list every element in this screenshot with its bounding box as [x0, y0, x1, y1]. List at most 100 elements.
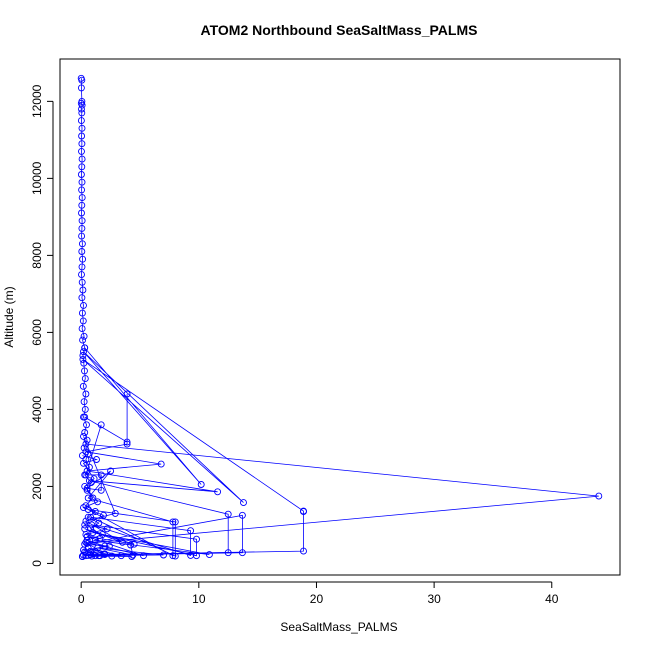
y-axis: 0 2000 4000 6000 8000 10000 12000: [30, 84, 54, 567]
data-point: [130, 540, 138, 548]
data-point: [123, 390, 131, 398]
plot-frame: [59, 58, 621, 576]
data-series: [82, 440, 603, 559]
y-axis-label: Altitude (m): [2, 286, 16, 347]
data-point: [169, 552, 177, 560]
data-point: [85, 477, 93, 485]
data-point: [123, 440, 131, 448]
data-point: [96, 534, 104, 542]
data-point: [89, 494, 97, 502]
data-point: [80, 348, 87, 356]
data-point: [93, 456, 100, 463]
y-tick-label: 8000: [30, 242, 44, 269]
data-point: [224, 510, 232, 518]
data-point: [79, 317, 87, 325]
data-point: [81, 367, 88, 375]
data-point: [80, 459, 87, 467]
data-point: [81, 413, 89, 421]
data-point: [157, 460, 165, 468]
data-point: [94, 498, 102, 506]
data-point: [84, 494, 92, 502]
data-series: [80, 432, 147, 560]
data-point: [83, 486, 91, 494]
data-point: [169, 518, 177, 526]
data-point: [300, 508, 307, 515]
data-point: [79, 352, 87, 359]
data-point: [171, 552, 179, 560]
data-point: [78, 224, 86, 232]
data-point: [105, 542, 113, 550]
data-point: [81, 521, 89, 529]
data-point: [238, 549, 246, 557]
data-point: [78, 163, 86, 171]
data-point: [97, 421, 105, 429]
data-point: [82, 390, 90, 398]
data-point: [300, 547, 307, 555]
y-tick-label: 10000: [30, 161, 44, 195]
y-tick-label: 4000: [30, 396, 44, 423]
data-point: [88, 521, 96, 529]
data-point: [187, 527, 195, 535]
data-point: [79, 255, 87, 263]
x-axis-label: SeaSaltMass_PALMS: [280, 620, 397, 634]
y-tick-label: 2000: [30, 473, 44, 500]
data-point: [78, 194, 86, 202]
data-series: [78, 452, 113, 560]
data-point: [108, 552, 116, 560]
data-point: [140, 552, 147, 560]
data-point: [78, 101, 86, 109]
data-point: [78, 186, 86, 194]
data-point: [78, 217, 86, 225]
series-line: [82, 347, 304, 556]
data-point: [78, 232, 86, 240]
data-point: [84, 544, 92, 552]
data-point: [78, 553, 86, 560]
data-point: [78, 271, 85, 279]
data-point: [80, 301, 87, 309]
x-tick-label: 20: [310, 592, 324, 606]
data-point: [80, 504, 87, 512]
data-point: [78, 278, 86, 286]
data-point: [81, 429, 89, 436]
y-tick-label: 0: [30, 560, 44, 567]
x-tick-label: 10: [192, 592, 206, 606]
data-point: [77, 117, 85, 125]
data-point: [79, 355, 87, 363]
data-point: [193, 535, 200, 543]
data-point: [79, 286, 87, 294]
data-point: [78, 124, 86, 132]
x-tick-label: 40: [545, 592, 559, 606]
data-point: [78, 140, 86, 148]
data-point: [90, 475, 98, 483]
data-point: [78, 209, 85, 217]
data-point: [78, 325, 86, 333]
x-tick-label: 30: [427, 592, 441, 606]
data-point: [127, 541, 135, 549]
data-point: [595, 492, 603, 500]
x-axis: 0 10 20 30 40: [78, 581, 559, 606]
data-point: [80, 444, 88, 452]
data-point: [78, 178, 86, 186]
data-series: [77, 74, 109, 560]
x-tick-label: 0: [78, 592, 85, 606]
data-point: [78, 294, 86, 302]
data-point: [78, 109, 86, 117]
data-point: [81, 344, 89, 352]
data-point: [78, 132, 86, 140]
data-point: [205, 551, 213, 559]
chart-title: ATOM2 Northbound SeaSaltMass_PALMS: [201, 22, 478, 38]
data-point: [79, 382, 87, 390]
data-point: [82, 471, 90, 479]
data-point: [97, 471, 105, 479]
data-series: [82, 421, 213, 560]
data-point: [77, 84, 85, 92]
y-tick-label: 6000: [30, 319, 44, 346]
data-point: [111, 509, 119, 517]
data-point: [78, 155, 86, 163]
data-point: [82, 440, 90, 448]
data-point: [78, 248, 86, 255]
data-point: [171, 518, 179, 526]
data-point: [78, 452, 86, 460]
data-point: [123, 438, 131, 446]
